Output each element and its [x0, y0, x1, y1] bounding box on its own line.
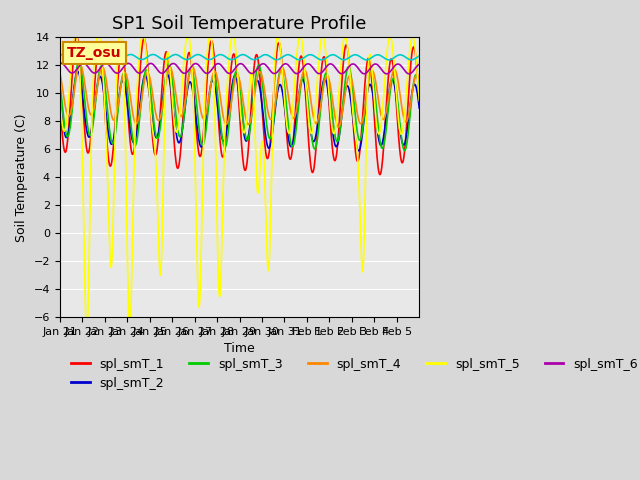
spl_smT_6 — [405, 71, 413, 77]
Title: SP1 Soil Temperature Profile: SP1 Soil Temperature Profile — [113, 15, 367, 33]
spl_smT_4 — [415, 77, 423, 83]
spl_smT_4 — [276, 72, 284, 77]
spl_smT_3 — [56, 79, 63, 84]
Line: spl_smT_7: spl_smT_7 — [60, 54, 419, 60]
spl_smT_6 — [56, 60, 63, 66]
spl_smT_3 — [164, 60, 172, 66]
spl_smT_4 — [56, 70, 63, 76]
spl_smT_4 — [182, 91, 190, 97]
spl_smT_1 — [99, 72, 106, 77]
spl_smT_7 — [415, 53, 423, 59]
spl_smT_5 — [99, 71, 107, 77]
spl_smT_7 — [408, 57, 415, 63]
spl_smT_2 — [196, 142, 204, 147]
Line: spl_smT_6: spl_smT_6 — [60, 63, 419, 74]
spl_smT_7 — [182, 57, 190, 62]
spl_smT_1 — [376, 172, 384, 178]
spl_smT_7 — [164, 55, 172, 61]
spl_smT_5 — [72, 31, 79, 36]
spl_smT_6 — [99, 62, 106, 68]
spl_smT_5 — [83, 331, 91, 336]
spl_smT_1 — [296, 57, 303, 63]
Line: spl_smT_1: spl_smT_1 — [60, 36, 419, 175]
Text: TZ_osu: TZ_osu — [67, 46, 122, 60]
spl_smT_4 — [99, 64, 106, 70]
Line: spl_smT_5: spl_smT_5 — [60, 34, 419, 334]
spl_smT_4 — [196, 103, 204, 109]
spl_smT_6 — [164, 64, 172, 70]
spl_smT_3 — [182, 92, 190, 98]
Line: spl_smT_3: spl_smT_3 — [60, 61, 419, 151]
spl_smT_3 — [415, 85, 423, 91]
spl_smT_1 — [164, 59, 172, 65]
spl_smT_2 — [56, 95, 63, 100]
spl_smT_5 — [196, 282, 204, 288]
spl_smT_5 — [296, 33, 304, 38]
spl_smT_4 — [164, 67, 172, 72]
spl_smT_6 — [276, 66, 284, 72]
spl_smT_2 — [355, 148, 363, 154]
spl_smT_7 — [276, 56, 284, 62]
spl_smT_7 — [60, 51, 67, 57]
spl_smT_6 — [196, 64, 204, 70]
spl_smT_4 — [76, 61, 84, 67]
spl_smT_5 — [165, 56, 173, 62]
spl_smT_3 — [75, 59, 83, 64]
spl_smT_1 — [73, 34, 81, 39]
spl_smT_5 — [56, 95, 63, 100]
spl_smT_6 — [296, 69, 303, 75]
spl_smT_7 — [56, 53, 63, 59]
spl_smT_2 — [296, 85, 303, 91]
Y-axis label: Soil Temperature (C): Soil Temperature (C) — [15, 113, 28, 241]
spl_smT_4 — [334, 124, 342, 130]
spl_smT_2 — [99, 80, 106, 86]
spl_smT_2 — [415, 105, 423, 111]
Line: spl_smT_4: spl_smT_4 — [60, 64, 419, 127]
spl_smT_3 — [401, 148, 408, 154]
spl_smT_6 — [57, 60, 65, 66]
spl_smT_5 — [183, 34, 191, 39]
spl_smT_3 — [99, 65, 106, 71]
spl_smT_5 — [276, 43, 284, 48]
spl_smT_1 — [196, 154, 204, 159]
Legend: spl_smT_1, spl_smT_2, spl_smT_3, spl_smT_4, spl_smT_5, spl_smT_6, spl_smT_7: spl_smT_1, spl_smT_2, spl_smT_3, spl_smT… — [66, 353, 640, 395]
spl_smT_5 — [415, 98, 423, 104]
spl_smT_2 — [182, 94, 190, 100]
spl_smT_7 — [196, 52, 204, 58]
spl_smT_3 — [276, 69, 284, 75]
spl_smT_1 — [415, 101, 423, 107]
spl_smT_2 — [276, 82, 284, 88]
spl_smT_6 — [415, 61, 423, 67]
spl_smT_6 — [182, 70, 190, 75]
spl_smT_7 — [296, 57, 303, 62]
spl_smT_3 — [296, 92, 303, 98]
spl_smT_2 — [164, 73, 172, 79]
spl_smT_3 — [196, 132, 204, 138]
spl_smT_1 — [182, 66, 190, 72]
spl_smT_2 — [74, 69, 81, 74]
spl_smT_7 — [99, 54, 106, 60]
X-axis label: Time: Time — [224, 342, 255, 356]
spl_smT_1 — [56, 97, 63, 103]
Line: spl_smT_2: spl_smT_2 — [60, 72, 419, 151]
spl_smT_1 — [276, 41, 284, 47]
spl_smT_4 — [296, 86, 303, 92]
